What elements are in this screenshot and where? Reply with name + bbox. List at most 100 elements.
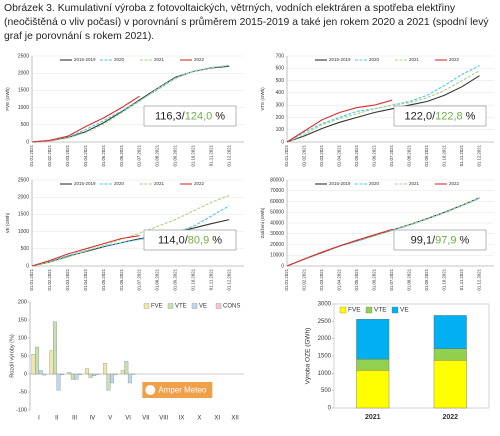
y-tick-label: 1000	[318, 371, 332, 377]
x-tick-label: 01.11.2021	[208, 144, 213, 166]
x-tick-label: 01.12.2021	[477, 268, 482, 290]
y-tick-label: 2000	[318, 336, 332, 342]
bar	[103, 363, 107, 374]
legend-swatch	[366, 307, 372, 313]
y-tick-label: 20000	[270, 242, 284, 248]
logo-icon	[145, 385, 155, 395]
y-axis-label: FVE (GWh)	[5, 87, 10, 111]
y-tick-label: 0	[26, 139, 29, 145]
legend-label: FVE	[151, 304, 163, 310]
x-tick-label: 01.09.2021	[424, 268, 429, 290]
legend-label: VTE	[175, 304, 187, 310]
x-tick-label: III	[72, 416, 77, 422]
x-tick-label: 01.10.2021	[190, 268, 195, 290]
y-tick-label: 2000	[18, 71, 29, 77]
bar-segment	[434, 349, 467, 360]
x-tick-label: 01.01.2021	[284, 144, 289, 166]
bar-segment	[356, 370, 389, 408]
annotation-part: 116,3/	[155, 110, 186, 122]
y-tick-label: -100	[16, 407, 27, 413]
bar	[75, 374, 79, 379]
x-tick-label: 01.08.2021	[155, 144, 160, 166]
legend-label: 2020	[114, 57, 125, 62]
x-tick-label: XII	[231, 416, 239, 422]
x-tick-label: 01.10.2021	[190, 144, 195, 166]
x-tick-label: X	[197, 416, 201, 422]
y-tick-label: 0	[26, 263, 29, 269]
x-tick-label: 01.12.2021	[226, 144, 231, 166]
legend-label: 2021	[154, 181, 165, 186]
bar	[92, 374, 96, 376]
y-tick-label: 500	[21, 122, 30, 128]
y-tick-label: 1000	[18, 105, 29, 111]
bar	[89, 374, 93, 378]
legend-label: VE	[400, 307, 409, 314]
y-tick-label: 1500	[318, 354, 332, 360]
bar	[85, 369, 89, 374]
y-tick-label: 700	[276, 53, 285, 59]
x-tick-label: VI	[125, 416, 131, 422]
x-tick-label: 01.06.2021	[119, 144, 124, 166]
legend-swatch	[340, 307, 346, 313]
x-tick-label: 01.10.2021	[442, 268, 447, 290]
x-tick-label: 01.06.2021	[372, 268, 377, 290]
y-axis-label: Výroba OZE (GWh)	[305, 328, 312, 385]
legend-label: 2015-2019	[329, 57, 351, 62]
annotation: 114,0/80,9%	[158, 234, 222, 246]
x-tick-label: 01.01.2021	[284, 268, 289, 290]
x-tick-label: V	[108, 416, 112, 422]
y-axis-label: Rozdíl výroby (%)	[9, 334, 15, 378]
y-tick-label: 100	[276, 127, 285, 133]
logo: Amper Meteo	[158, 386, 207, 395]
x-tick-label: 01.02.2021	[302, 268, 307, 290]
x-tick-label: 01.04.2021	[83, 268, 88, 290]
bar-segment	[434, 315, 467, 348]
x-tick-label: 01.05.2021	[354, 144, 359, 166]
x-tick-label: 01.02.2021	[47, 268, 52, 290]
x-tick-label: VIII	[159, 416, 168, 422]
series-line	[32, 66, 229, 142]
x-tick-label: IV	[90, 416, 96, 422]
x-tick-label: 01.04.2021	[337, 268, 342, 290]
legend-swatch	[216, 304, 221, 309]
bar	[35, 347, 39, 374]
legend-label: 2020	[114, 181, 125, 186]
x-tick-label: 01.08.2021	[155, 268, 160, 290]
bar	[110, 374, 114, 383]
legend-label: 2021	[409, 181, 420, 186]
x-tick-label: 01.01.2021	[29, 144, 34, 166]
x-tick-label: IX	[179, 416, 185, 422]
x-tick-label: 01.06.2021	[119, 268, 124, 290]
x-tick-label: 01.11.2021	[459, 268, 464, 290]
legend-label: 2021	[409, 57, 420, 62]
y-tick-label: -50	[19, 389, 27, 395]
x-tick-label: 01.11.2021	[459, 144, 464, 166]
x-tick-label: VII	[142, 416, 150, 422]
annotation-part: %	[460, 234, 470, 246]
y-tick-label: 3000	[318, 302, 332, 308]
y-tick-label: 400	[276, 90, 285, 96]
annotation-part: %	[466, 110, 476, 122]
bar-segment	[356, 319, 389, 359]
x-tick-label: 01.07.2021	[389, 144, 394, 166]
y-tick-label: 2000	[18, 195, 29, 201]
x-tick-label: 01.12.2021	[477, 144, 482, 166]
x-tick-label: 01.02.2021	[302, 144, 307, 166]
annotation-part: 97,9	[435, 234, 456, 246]
y-axis-label: Zatížení (GWh)	[260, 207, 265, 238]
x-tick-label: 01.10.2021	[442, 144, 447, 166]
y-tick-label: 2500	[18, 177, 29, 183]
bar-segment	[434, 360, 467, 408]
y-tick-label: 50	[21, 353, 27, 359]
y-tick-label: 0	[281, 139, 284, 145]
legend-label: 2020	[369, 57, 380, 62]
y-axis-label: VE (GWh)	[5, 212, 10, 233]
series-line	[32, 65, 229, 142]
bar	[60, 374, 64, 375]
x-tick-label: 2021	[365, 414, 381, 421]
legend-label: 2015-2019	[74, 181, 96, 186]
x-tick-label: 01.09.2021	[424, 144, 429, 166]
x-tick-label: 01.03.2021	[319, 268, 324, 290]
y-tick-label: 10000	[270, 253, 284, 259]
y-tick-label: 500	[21, 246, 30, 252]
